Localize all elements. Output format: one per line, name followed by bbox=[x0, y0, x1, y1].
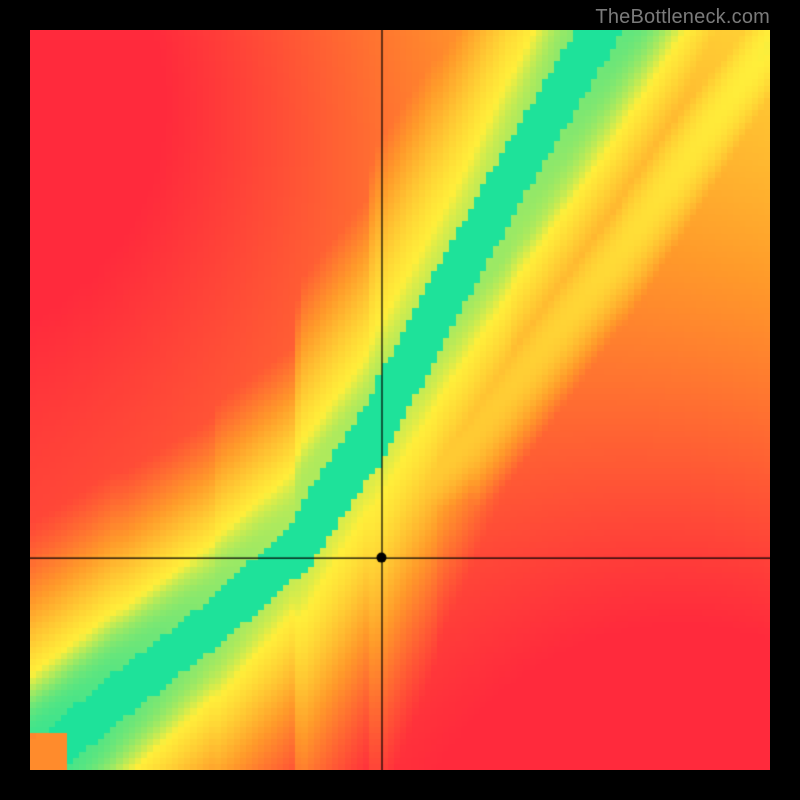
watermark-text: TheBottleneck.com bbox=[595, 6, 770, 29]
plot-area bbox=[30, 30, 770, 770]
heatmap-canvas bbox=[30, 30, 770, 770]
chart-container: TheBottleneck.com bbox=[0, 0, 800, 800]
